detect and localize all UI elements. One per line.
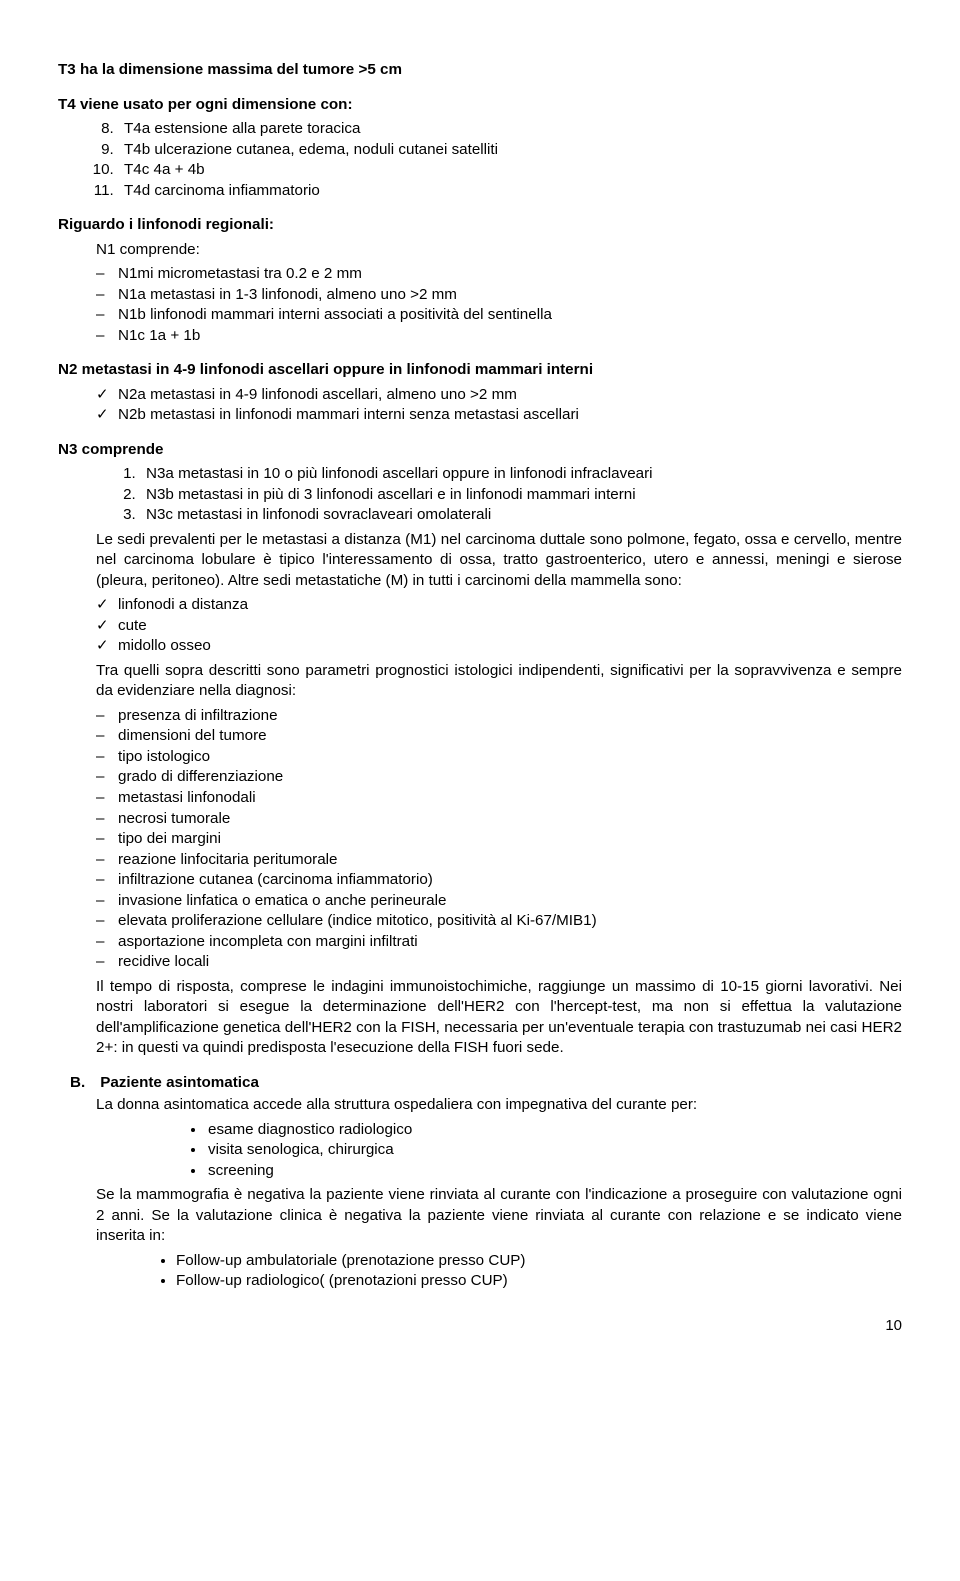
list-item: midollo osseo	[118, 636, 902, 657]
n1-label: N1 comprende:	[96, 240, 902, 261]
list-item: T4d carcinoma infiammatorio	[118, 181, 902, 202]
list-item: N3a metastasi in 10 o più linfonodi asce…	[140, 464, 902, 485]
list-item: necrosi tumorale	[118, 809, 902, 830]
b-para1: La donna asintomatica accede alla strutt…	[96, 1095, 902, 1116]
list-item: elevata proliferazione cellulare (indice…	[118, 911, 902, 932]
list-item: N1mi micrometastasi tra 0.2 e 2 mm	[118, 264, 902, 285]
b-list1: esame diagnostico radiologico visita sen…	[96, 1120, 902, 1182]
n3-heading: N3 comprende	[58, 440, 902, 461]
section-b: Paziente asintomatica La donna asintomat…	[58, 1073, 902, 1292]
n3-para2: Tra quelli sopra descritti sono parametr…	[96, 661, 902, 702]
n2-list: N2a metastasi in 4-9 linfonodi ascellari…	[58, 385, 902, 426]
n3-para3: Il tempo di risposta, comprese le indagi…	[96, 977, 902, 1059]
n2-heading: N2 metastasi in 4-9 linfonodi ascellari …	[58, 360, 902, 381]
b-list2: Follow-up ambulatoriale (prenotazione pr…	[96, 1251, 902, 1292]
list-item: esame diagnostico radiologico	[206, 1120, 902, 1141]
list-item: tipo istologico	[118, 747, 902, 768]
n3-list: N3a metastasi in 10 o più linfonodi asce…	[58, 464, 902, 526]
b-title: Paziente asintomatica	[100, 1074, 259, 1091]
list-item: N3c metastasi in linfonodi sovraclaveari…	[140, 505, 902, 526]
list-item: metastasi linfonodali	[118, 788, 902, 809]
list-item: N2a metastasi in 4-9 linfonodi ascellari…	[118, 385, 902, 406]
n1-list: N1mi micrometastasi tra 0.2 e 2 mm N1a m…	[58, 264, 902, 346]
list-item: T4a estensione alla parete toracica	[118, 119, 902, 140]
list-item: presenza di infiltrazione	[118, 706, 902, 727]
list-item: infiltrazione cutanea (carcinoma infiamm…	[118, 870, 902, 891]
b-para2: Se la mammografia è negativa la paziente…	[96, 1185, 902, 1247]
list-item: Follow-up ambulatoriale (prenotazione pr…	[176, 1251, 902, 1272]
list-item: reazione linfocitaria peritumorale	[118, 850, 902, 871]
list-item: cute	[118, 616, 902, 637]
riguardo-heading: Riguardo i linfonodi regionali:	[58, 215, 902, 236]
list-item: N1c 1a + 1b	[118, 326, 902, 347]
t4-list: T4a estensione alla parete toracica T4b …	[58, 119, 902, 201]
t3-heading: T3 ha la dimensione massima del tumore >…	[58, 60, 902, 81]
list-item: screening	[206, 1161, 902, 1182]
list-item: grado di differenziazione	[118, 767, 902, 788]
parametri-list: presenza di infiltrazione dimensioni del…	[58, 706, 902, 973]
list-item: asportazione incompleta con margini infi…	[118, 932, 902, 953]
list-item: recidive locali	[118, 952, 902, 973]
list-item: N1b linfonodi mammari interni associati …	[118, 305, 902, 326]
list-item: visita senologica, chirurgica	[206, 1140, 902, 1161]
altre-sedi-list: linfonodi a distanza cute midollo osseo	[58, 595, 902, 657]
list-item: T4c 4a + 4b	[118, 160, 902, 181]
t4-heading: T4 viene usato per ogni dimensione con:	[58, 95, 902, 116]
n3-para1: Le sedi prevalenti per le metastasi a di…	[96, 530, 902, 592]
list-item: N2b metastasi in linfonodi mammari inter…	[118, 405, 902, 426]
list-item: N3b metastasi in più di 3 linfonodi asce…	[140, 485, 902, 506]
list-item: Follow-up radiologico( (prenotazioni pre…	[176, 1271, 902, 1292]
list-item: linfonodi a distanza	[118, 595, 902, 616]
list-item: tipo dei margini	[118, 829, 902, 850]
list-item: invasione linfatica o ematica o anche pe…	[118, 891, 902, 912]
list-item: dimensioni del tumore	[118, 726, 902, 747]
list-item: T4b ulcerazione cutanea, edema, noduli c…	[118, 140, 902, 161]
list-item: N1a metastasi in 1-3 linfonodi, almeno u…	[118, 285, 902, 306]
page-number: 10	[58, 1316, 902, 1336]
